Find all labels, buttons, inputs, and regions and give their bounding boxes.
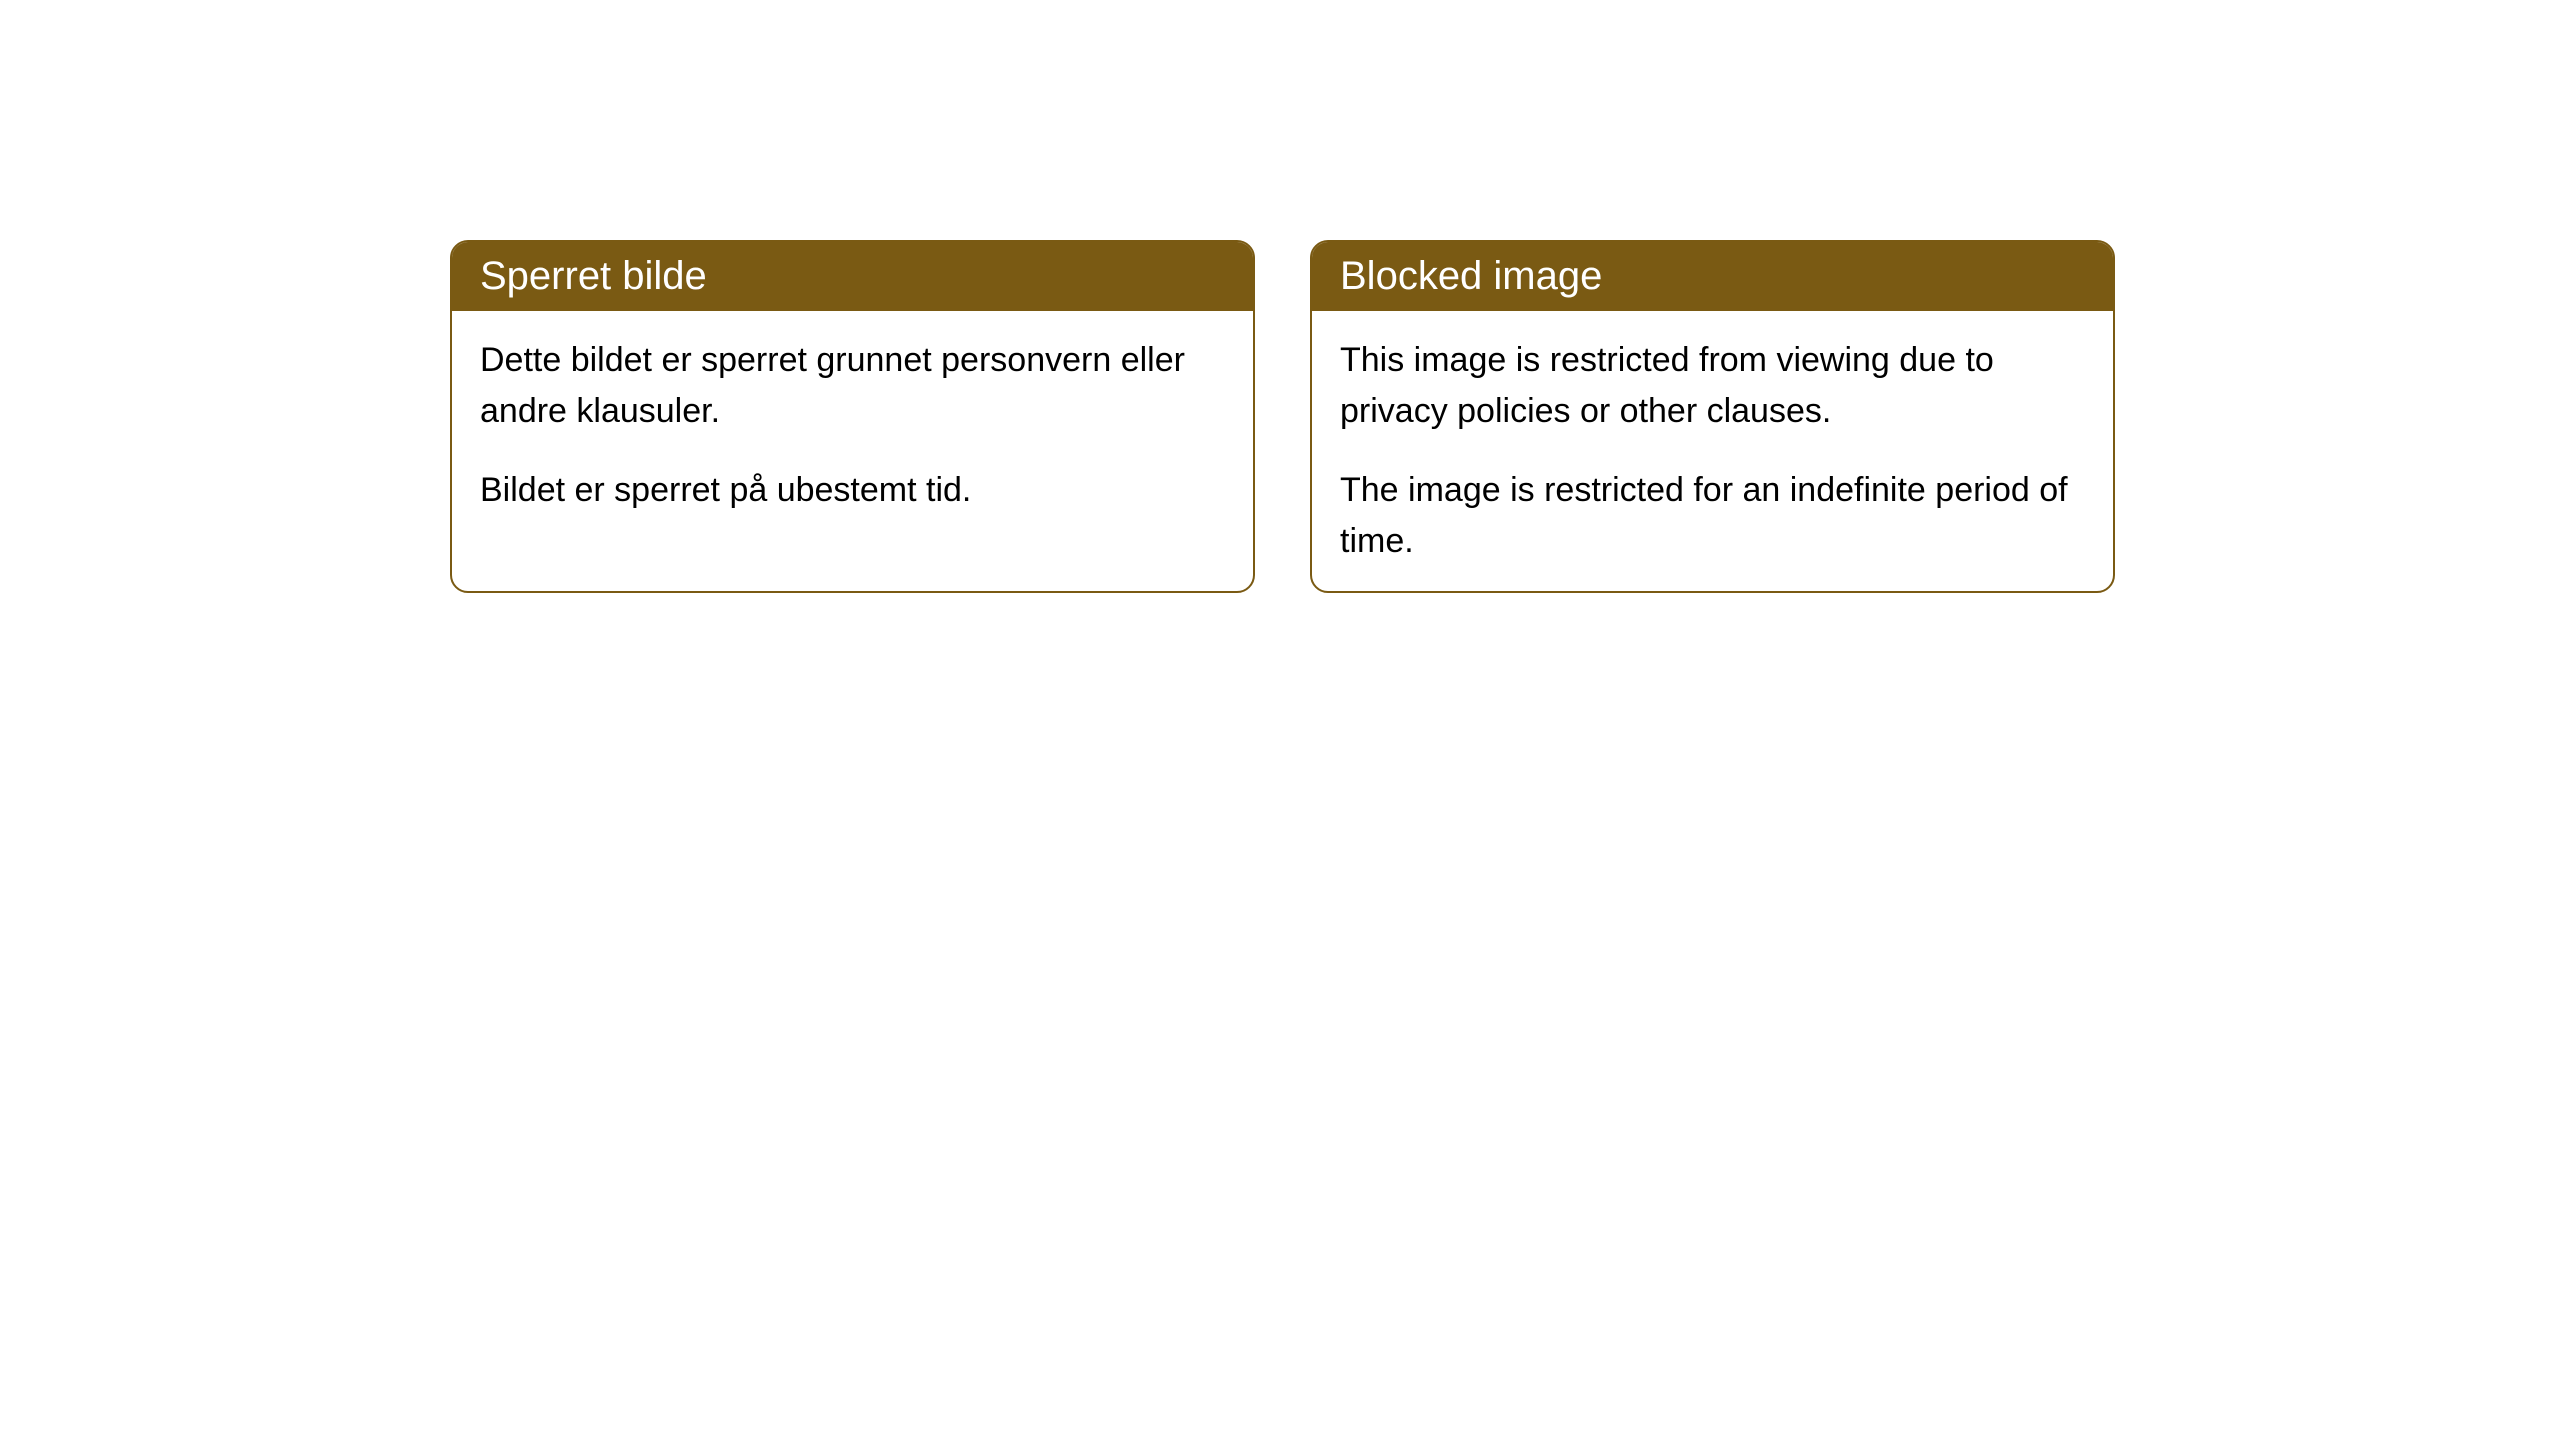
card-title: Blocked image (1340, 254, 1602, 298)
card-paragraph: Dette bildet er sperret grunnet personve… (480, 335, 1225, 437)
card-body-english: This image is restricted from viewing du… (1312, 311, 2113, 591)
card-title: Sperret bilde (480, 254, 707, 298)
card-header-english: Blocked image (1312, 242, 2113, 311)
cards-container: Sperret bilde Dette bildet er sperret gr… (450, 240, 2115, 593)
card-paragraph: This image is restricted from viewing du… (1340, 335, 2085, 437)
card-norwegian: Sperret bilde Dette bildet er sperret gr… (450, 240, 1255, 593)
card-body-norwegian: Dette bildet er sperret grunnet personve… (452, 311, 1253, 540)
card-paragraph: Bildet er sperret på ubestemt tid. (480, 465, 1225, 516)
card-english: Blocked image This image is restricted f… (1310, 240, 2115, 593)
card-header-norwegian: Sperret bilde (452, 242, 1253, 311)
card-paragraph: The image is restricted for an indefinit… (1340, 465, 2085, 567)
